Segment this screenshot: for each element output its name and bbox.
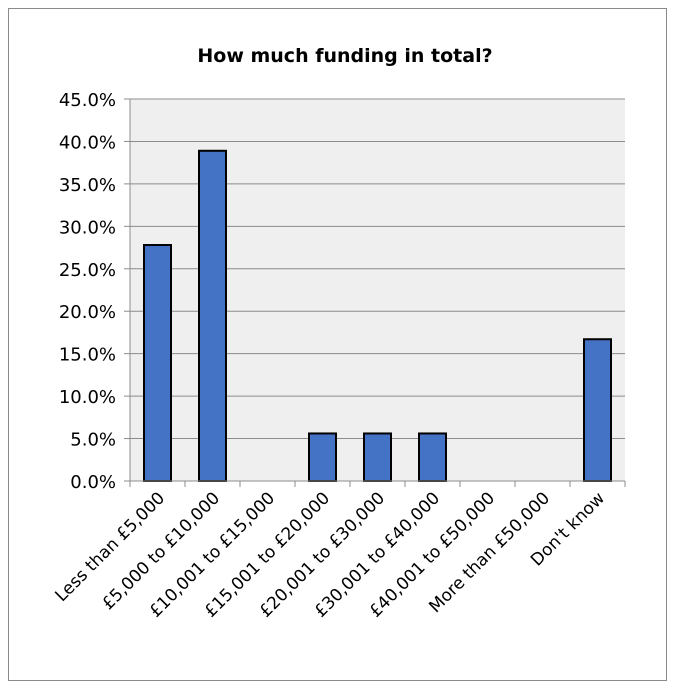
bar — [583, 338, 612, 483]
bar — [198, 149, 227, 482]
y-tick-label: 10.0% — [59, 387, 116, 408]
bar — [363, 432, 392, 482]
bar — [308, 432, 337, 482]
axes — [129, 99, 626, 487]
bars — [143, 149, 612, 483]
y-tick-label: 45.0% — [59, 90, 116, 111]
y-tick-label: 25.0% — [59, 260, 116, 281]
x-tick-labels: Less than £5,000£5,000 to £10,000£10,001… — [51, 488, 609, 621]
y-tick-label: 5.0% — [70, 430, 116, 451]
y-tick-label: 20.0% — [59, 302, 116, 323]
y-tick-label: 30.0% — [59, 217, 116, 238]
chart-title: How much funding in total? — [197, 45, 492, 67]
y-tick-label: 15.0% — [59, 345, 116, 366]
bar — [143, 244, 172, 482]
bar — [418, 432, 447, 482]
y-tick-label: 0.0% — [70, 472, 116, 493]
y-tick-label: 40.0% — [59, 132, 116, 153]
y-tick-label: 35.0% — [59, 175, 116, 196]
y-tick-labels: 0.0% 5.0% 10.0% 15.0% 20.0% 25.0% 30.0% 35.0% 40… — [59, 90, 116, 493]
